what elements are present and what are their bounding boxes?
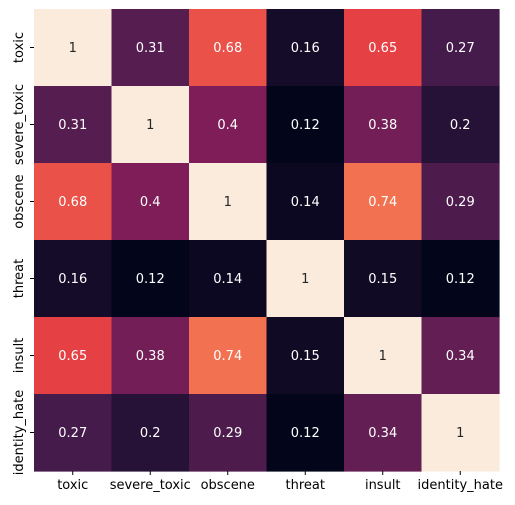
cell-value-label: 0.34 (446, 349, 475, 364)
heatmap-cell (344, 9, 423, 87)
cell-value-label: 0.65 (58, 349, 87, 364)
heatmap-cell (421, 163, 500, 241)
x-axis: toxic severe_toxic obscene threat insult iden… (57, 471, 503, 493)
heatmap-cell (111, 240, 190, 318)
cell-value-label: 0.27 (446, 41, 475, 56)
y-tick-label: obscene (12, 174, 27, 228)
heatmap-cell (344, 394, 423, 472)
y-tick-label: toxic (12, 32, 27, 63)
heatmap-cell (189, 163, 268, 241)
heatmap-cell (344, 317, 423, 395)
heatmap-cell (34, 240, 113, 318)
cell-value-label: 0.65 (368, 41, 397, 56)
cell-value-label: 0.4 (217, 118, 238, 133)
cell-value-label: 1 (224, 195, 232, 210)
cell-value-label: 0.12 (291, 118, 320, 133)
cell-value-label: 0.74 (213, 349, 242, 364)
heatmap-cell (421, 240, 500, 318)
y-tick-label: insult (12, 338, 27, 374)
cell-value-label: 0.68 (213, 41, 242, 56)
cell-value-label: 1 (146, 118, 154, 133)
heatmap-cell (111, 317, 190, 395)
heatmap-cell (266, 240, 345, 318)
heatmap-cell (344, 163, 423, 241)
cell-value-label: 1 (69, 41, 77, 56)
y-tick-label: threat (12, 259, 27, 298)
heatmap-cell (344, 86, 423, 164)
heatmap-cell (34, 317, 113, 395)
x-tick-label: threat (286, 478, 325, 493)
heatmap-cell (266, 394, 345, 472)
heatmap-cell (189, 317, 268, 395)
x-tick-label: severe_toxic (110, 478, 191, 493)
heatmap-cell (34, 394, 113, 472)
y-tick-label: identity_hate (12, 390, 27, 475)
cell-value-label: 0.29 (213, 426, 242, 441)
cell-value-label: 0.14 (213, 272, 242, 287)
heatmap-cell (34, 163, 113, 241)
cell-value-label: 0.16 (58, 272, 87, 287)
y-tick-label: severe_toxic (12, 84, 27, 165)
cell-value-label: 0.74 (368, 195, 397, 210)
cell-value-label: 0.34 (368, 426, 397, 441)
cell-value-label: 0.2 (140, 426, 161, 441)
heatmap-cell (266, 317, 345, 395)
heatmap-cell (344, 240, 423, 318)
cell-value-label: 0.16 (291, 41, 320, 56)
heatmap-cell (421, 317, 500, 395)
cell-value-label: 0.15 (368, 272, 397, 287)
heatmap-cell (266, 163, 345, 241)
heatmap-cell (189, 9, 268, 87)
cell-value-label: 0.27 (58, 426, 87, 441)
cell-value-label: 0.31 (58, 118, 87, 133)
heatmap-cell (111, 394, 190, 472)
cell-value-label: 0.38 (136, 349, 165, 364)
heatmap-cell (266, 86, 345, 164)
x-tick-label: identity_hate (418, 478, 503, 493)
cell-value-label: 0.4 (140, 195, 161, 210)
cell-value-label: 0.12 (291, 426, 320, 441)
cell-value-label: 0.38 (368, 118, 397, 133)
cell-value-label: 0.15 (291, 349, 320, 364)
x-tick-label: insult (365, 478, 401, 493)
heatmap-cell (421, 394, 500, 472)
x-tick-label: toxic (57, 478, 88, 493)
heatmap-cell (189, 394, 268, 472)
heatmap-cell (34, 9, 113, 87)
heatmap-cell (266, 9, 345, 87)
heatmap-cell (34, 86, 113, 164)
cell-value-label: 0.2 (450, 118, 471, 133)
heatmap-cell (189, 240, 268, 318)
cell-value-label: 0.29 (446, 195, 475, 210)
cell-value-label: 0.31 (136, 41, 165, 56)
heatmap-cell (421, 86, 500, 164)
cell-value-label: 0.68 (58, 195, 87, 210)
cell-value-label: 0.14 (291, 195, 320, 210)
heatmap-cells: 1 0.31 0.68 0.16 0.65 0.27 0.31 1 0.4 0.12 0.38 0.2… (34, 9, 500, 472)
heatmap-cell (111, 86, 190, 164)
heatmap-cell (421, 9, 500, 87)
heatmap-cell (189, 86, 268, 164)
x-tick-label: obscene (201, 478, 255, 493)
heatmap-cell (111, 163, 190, 241)
cell-value-label: 0.12 (136, 272, 165, 287)
cell-value-label: 1 (301, 272, 309, 287)
cell-value-label: 1 (456, 426, 464, 441)
cell-value-label: 1 (379, 349, 387, 364)
cell-value-label: 0.12 (446, 272, 475, 287)
heatmap-cell (111, 9, 190, 87)
